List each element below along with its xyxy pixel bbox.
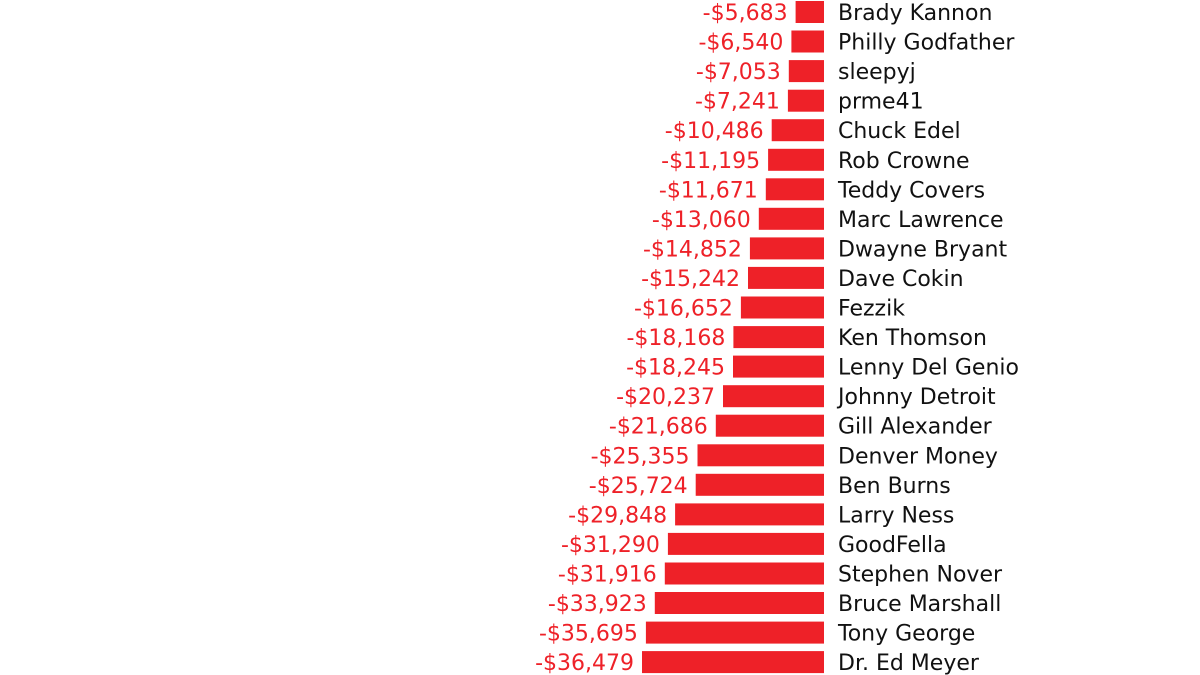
category-label: Lenny Del Genio <box>838 356 1019 381</box>
bar-value-label: -$11,195 <box>661 149 760 174</box>
bar <box>667 532 824 555</box>
category-label: prme41 <box>838 90 924 115</box>
category-labels-group: Brady Kannon Philly Godfather sleepyj prme4… <box>836 1 1019 675</box>
bar <box>715 414 824 437</box>
category-label: Larry Ness <box>838 503 954 528</box>
category-label: GoodFella <box>838 533 947 558</box>
bar <box>791 30 824 53</box>
bar-value-label: -$16,652 <box>634 297 733 322</box>
category-label: Rob Crowne <box>838 149 970 174</box>
category-label: Dr. Ed Meyer <box>838 651 980 675</box>
category-label: Teddy Covers <box>837 178 985 203</box>
bar <box>675 503 824 526</box>
category-label: Denver Money <box>838 444 998 469</box>
category-label: Ken Thomson <box>838 326 987 351</box>
bar <box>642 651 824 674</box>
bar-value-label: -$18,245 <box>626 356 725 381</box>
bar <box>645 621 824 644</box>
category-label: Chuck Edel <box>838 119 961 144</box>
bar <box>748 266 824 289</box>
category-label: Fezzik <box>838 297 905 322</box>
bar <box>723 385 824 408</box>
bar <box>768 148 824 171</box>
category-label: Dave Cokin <box>838 267 964 292</box>
category-label: Marc Lawrence <box>838 208 1004 233</box>
bar <box>740 296 824 319</box>
category-label: Tony George <box>837 622 975 647</box>
bar-value-label: -$29,848 <box>568 503 667 528</box>
value-labels-group: -$5,683 -$6,540 -$7,053 -$7,241 -$10,486 -$11… <box>535 1 788 675</box>
category-label: Ben Burns <box>838 474 951 499</box>
bar-value-label: -$31,290 <box>561 533 660 558</box>
bar-value-label: -$25,355 <box>591 444 690 469</box>
bar-value-label: -$35,695 <box>539 622 638 647</box>
bar-value-label: -$31,916 <box>558 563 657 588</box>
bar <box>733 355 824 378</box>
bar-value-label: -$15,242 <box>641 267 740 292</box>
bar-value-label: -$6,540 <box>698 31 783 56</box>
bar-value-label: -$5,683 <box>703 1 788 26</box>
category-label: Bruce Marshall <box>838 592 1001 617</box>
bar-value-label: -$33,923 <box>548 592 647 617</box>
bar-value-label: -$7,241 <box>695 90 780 115</box>
bar-value-label: -$25,724 <box>589 474 688 499</box>
bar-value-label: -$21,686 <box>609 415 708 440</box>
category-label: Brady Kannon <box>838 1 992 26</box>
category-label: Johnny Detroit <box>836 385 996 410</box>
bar-value-label: -$11,671 <box>659 178 758 203</box>
category-label: Gill Alexander <box>838 415 993 440</box>
bars-group <box>642 1 824 674</box>
bar <box>787 89 824 112</box>
bar-value-label: -$7,053 <box>696 60 781 85</box>
bar <box>749 237 824 260</box>
bar <box>664 562 824 585</box>
bar <box>697 444 824 467</box>
category-label: sleepyj <box>838 60 916 85</box>
bar <box>654 592 824 614</box>
category-label: Dwayne Bryant <box>838 237 1007 262</box>
category-label: Stephen Nover <box>838 563 1003 588</box>
bar-value-label: -$18,168 <box>626 326 725 351</box>
bar <box>765 178 824 201</box>
bar-value-label: -$14,852 <box>643 237 742 262</box>
bar-value-label: -$36,479 <box>535 651 634 675</box>
category-label: Philly Godfather <box>838 31 1015 56</box>
bar <box>695 473 824 496</box>
bar <box>771 119 824 142</box>
bar <box>758 207 824 230</box>
bar <box>733 326 824 349</box>
bar <box>795 1 824 23</box>
bar-value-label: -$13,060 <box>652 208 751 233</box>
bar-value-label: -$10,486 <box>665 119 764 144</box>
bar-value-label: -$20,237 <box>616 385 715 410</box>
bar <box>788 60 824 83</box>
